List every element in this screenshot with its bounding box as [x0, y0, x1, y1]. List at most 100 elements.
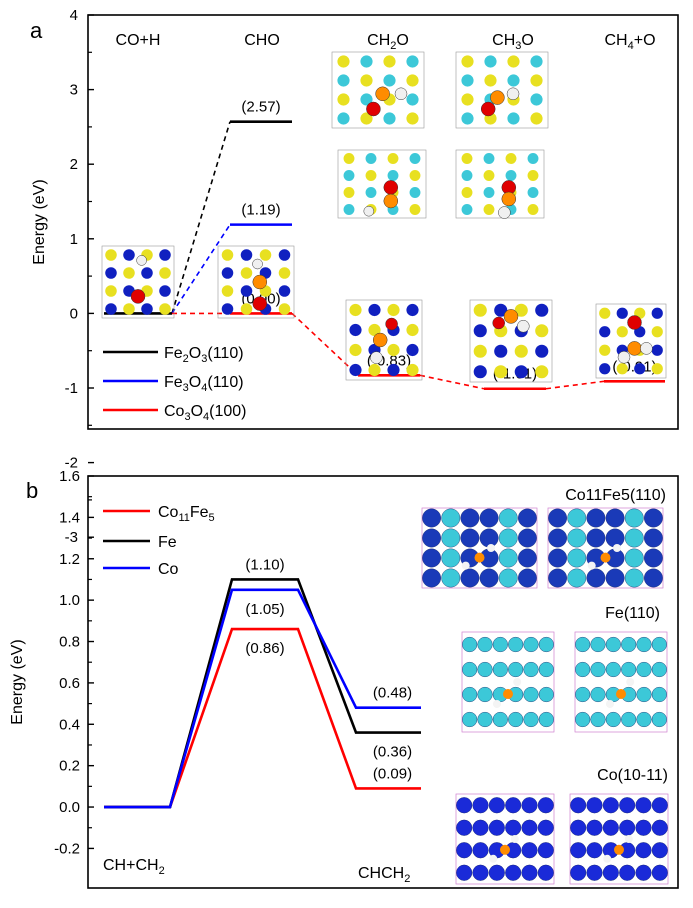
structure-cell [455, 51, 549, 129]
adsorbate-atom [617, 351, 631, 364]
structure-cell [217, 245, 295, 319]
atom [518, 568, 537, 588]
atom [644, 568, 663, 588]
structure-cell [469, 299, 553, 383]
atom [523, 686, 539, 703]
atom [240, 249, 253, 261]
atom [527, 153, 539, 164]
atom [484, 55, 497, 68]
atom [570, 819, 587, 836]
y-tick-label: 0 [70, 305, 78, 322]
atom [462, 661, 478, 678]
atom [472, 864, 489, 881]
atom [616, 326, 628, 338]
atom [538, 636, 554, 653]
structure-a-ch4-o [595, 303, 667, 379]
y-tick-label: 1 [70, 231, 78, 248]
y-tick-label: -0.2 [54, 840, 80, 857]
adsorbate-atom [492, 700, 501, 708]
atom [575, 661, 591, 678]
state-label-ch-ch2: CH+CH2 [103, 857, 165, 877]
atom [383, 112, 396, 125]
atom [498, 528, 518, 548]
atom [548, 548, 567, 568]
atom [535, 365, 549, 379]
atom [505, 153, 517, 164]
atom [337, 74, 350, 87]
adsorbate-atom [136, 255, 147, 266]
structure-b-co11fe5-1 [421, 507, 538, 589]
adsorbate-atom [252, 296, 268, 311]
atom [488, 819, 505, 836]
atom [365, 170, 377, 181]
atom [636, 686, 652, 703]
atom [360, 93, 373, 106]
atom [349, 303, 362, 317]
atom [383, 55, 396, 68]
atom [365, 153, 377, 164]
adsorbate-atom [252, 274, 268, 290]
atom [602, 797, 619, 814]
adsorbate-atom [130, 289, 146, 304]
atom [590, 711, 606, 728]
atom [337, 55, 350, 68]
structure-a-co-h [101, 245, 175, 319]
atom [498, 548, 518, 568]
adsorbate-atom [503, 689, 513, 699]
state-label-ch3o: CH3O [492, 32, 534, 52]
atom [636, 711, 652, 728]
atom [567, 528, 587, 548]
panel-a: a Energy (eV) 4 3 2 1 0 -1 -2 -3 CO+H CHO CH2O … [30, 7, 679, 546]
atom [406, 93, 419, 106]
adsorbate-atom [513, 678, 522, 686]
y-tick-label: -3 [65, 529, 78, 546]
structure-a-ch3o-side [469, 299, 553, 383]
structure-label-co11fe5: Co11Fe5(110) [565, 487, 666, 504]
atom [644, 548, 663, 568]
atom [530, 55, 543, 68]
atom [406, 55, 419, 68]
connector-dashed [171, 224, 231, 314]
atom [406, 363, 419, 377]
atom [105, 303, 117, 315]
atom [494, 365, 508, 379]
structure-cell [595, 303, 667, 379]
adsorbate-atom [640, 342, 653, 355]
atom [507, 74, 520, 87]
atom [278, 267, 291, 279]
adsorbate-atom [487, 544, 495, 552]
atom [518, 548, 537, 568]
atom [635, 797, 652, 814]
atom [479, 568, 499, 588]
connector-dashed [419, 374, 485, 390]
atom [349, 363, 362, 377]
atom [477, 711, 493, 728]
energy-value-label: (2.57) [241, 99, 280, 116]
atom [599, 344, 611, 356]
atom [605, 661, 621, 678]
atom [456, 864, 473, 881]
atom [492, 711, 508, 728]
atom [422, 548, 441, 568]
y-tick-label: 0.0 [59, 799, 80, 816]
atom [406, 74, 419, 87]
y-tick-label: 4 [70, 7, 78, 24]
atom [141, 267, 153, 279]
atom [278, 285, 291, 297]
panel-b-axis: 1.6 1.4 1.2 1.0 0.8 0.6 0.4 0.2 0.0 -0.2 [54, 468, 94, 857]
atom [570, 842, 587, 859]
atom [278, 249, 291, 261]
atom [505, 819, 522, 836]
structure-a-ch3o-bottom [455, 149, 545, 219]
structure-b-co11fe5-2 [547, 507, 664, 589]
atom [221, 267, 234, 279]
atom [527, 187, 539, 198]
atom [360, 74, 373, 87]
atom [570, 864, 587, 881]
atom [527, 170, 539, 181]
atom [523, 711, 539, 728]
atom [535, 344, 549, 358]
atom [527, 204, 539, 215]
structure-cell [455, 149, 545, 219]
atom [360, 112, 373, 125]
